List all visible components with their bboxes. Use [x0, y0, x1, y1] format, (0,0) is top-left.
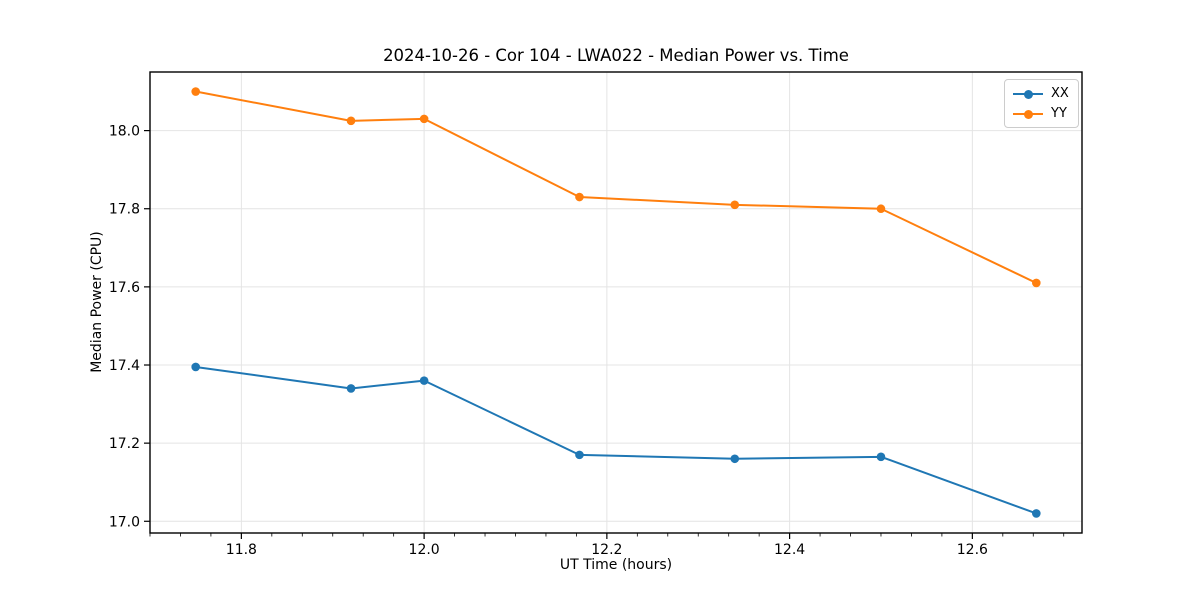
data-point-xx [730, 454, 740, 464]
x-tick-label: 12.2 [591, 542, 622, 558]
data-point-xx [419, 376, 429, 385]
legend-label-xx: XX [1051, 86, 1069, 101]
y-tick-label: 18.0 [109, 124, 140, 140]
data-point-yy [419, 114, 429, 124]
data-point-xx [1032, 509, 1041, 518]
series-line-yy [194, 90, 1038, 284]
legend-entry-xx: XX [1013, 86, 1069, 101]
legend-line-marker-icon [1013, 89, 1043, 99]
y-tick-label: 17.0 [109, 514, 140, 530]
series-line-xx [194, 365, 1038, 515]
data-point-yy [1032, 278, 1041, 288]
data-point-yy [730, 200, 740, 210]
y-tick-label: 17.8 [109, 202, 140, 218]
y-tick-label: 17.4 [109, 358, 140, 374]
data-point-yy [575, 192, 584, 202]
x-tick-label: 12.0 [409, 542, 440, 558]
data-point-xx [191, 362, 200, 372]
y-tick-label: 17.2 [109, 436, 140, 452]
chart-title: 2024-10-26 - Cor 104 - LWA022 - Median P… [383, 46, 849, 65]
x-tick-label: 11.8 [226, 542, 257, 558]
data-point-xx [876, 452, 886, 462]
y-axis-label: Median Power (CPU) [89, 231, 105, 373]
data-point-yy [346, 116, 356, 126]
y-tick-label: 17.6 [109, 280, 140, 296]
x-tick-label: 12.6 [957, 542, 988, 558]
data-point-xx [575, 450, 584, 460]
legend: XX YY [1004, 79, 1079, 128]
x-axis-label: UT Time (hours) [559, 557, 673, 573]
legend-label-yy: YY [1051, 106, 1067, 121]
legend-line-marker-icon [1013, 109, 1043, 119]
legend-entry-yy: YY [1013, 106, 1069, 121]
data-point-xx [346, 384, 356, 393]
data-point-yy [191, 87, 200, 96]
plot-border [149, 71, 1083, 534]
data-point-yy [876, 204, 886, 214]
x-tick-label: 12.4 [774, 542, 805, 558]
